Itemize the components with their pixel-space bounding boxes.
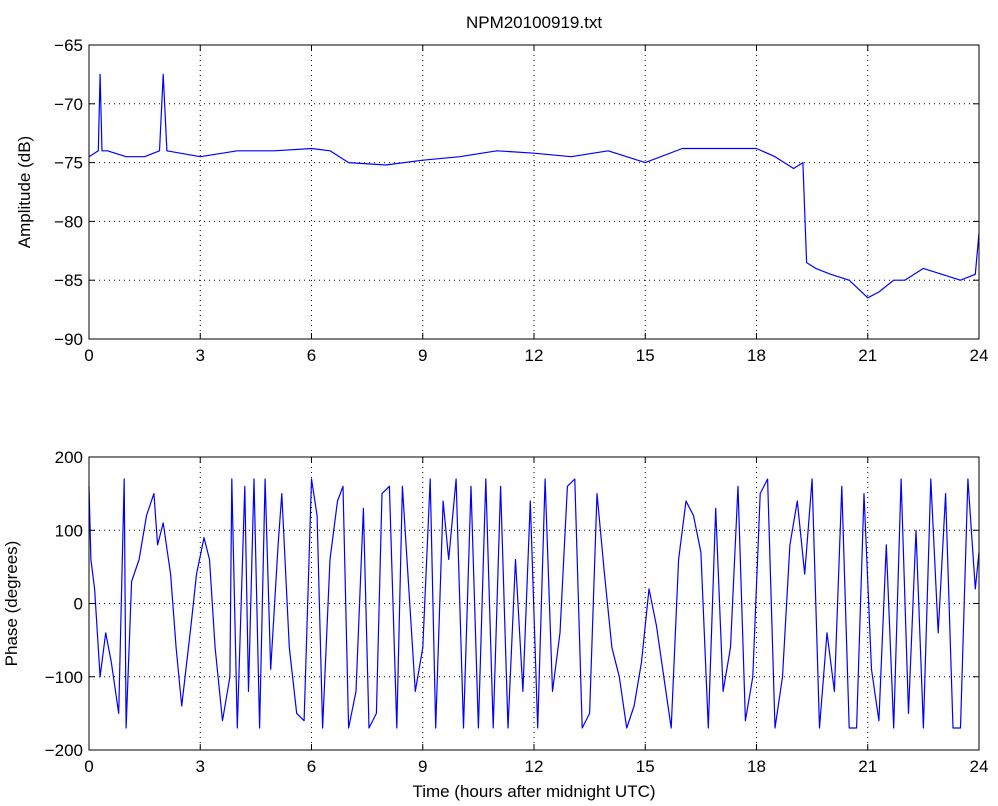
phase-chart: 0 3 6 9 12 15 18 21 24 200 100 0 −100 −200 Time (hours…: [2, 448, 988, 801]
x-tick-label: 0: [84, 757, 93, 776]
x-tick-label: 12: [525, 346, 544, 365]
y-tick-label: −100: [45, 668, 83, 687]
x-tick-label: 6: [307, 757, 316, 776]
x-tick-label: 9: [418, 346, 427, 365]
y-tick-label: −75: [54, 154, 83, 173]
y-tick-label: −90: [54, 330, 83, 349]
x-tick-label: 18: [747, 346, 766, 365]
x-tick-label: 24: [970, 757, 989, 776]
x-tick-label: 3: [196, 346, 205, 365]
plot-area: [89, 45, 979, 339]
x-axis-label: Time (hours after midnight UTC): [412, 782, 655, 801]
y-axis-label: Amplitude (dB): [15, 136, 34, 248]
y-tick-label: 0: [74, 595, 83, 614]
x-tick-label: 15: [636, 757, 655, 776]
series-line: [88, 73, 980, 299]
x-tick-label: 21: [858, 346, 877, 365]
y-tick-label: 200: [55, 448, 83, 467]
x-tick-label: 21: [858, 757, 877, 776]
x-tick-label: 15: [636, 346, 655, 365]
y-tick-label: −200: [45, 741, 83, 760]
amplitude-chart: 0 3 6 9 12 15 18 21 24 −65 −70 −75 −80 −85 −90 NPM20100…: [15, 13, 988, 365]
chart-title: NPM20100919.txt: [466, 13, 602, 32]
x-tick-label: 6: [307, 346, 316, 365]
y-tick-label: −85: [54, 271, 83, 290]
y-tick-label: −70: [54, 95, 83, 114]
y-tick-label: 100: [55, 521, 83, 540]
x-tick-label: 12: [525, 757, 544, 776]
x-tick-label: 3: [196, 757, 205, 776]
x-tick-label: 24: [970, 346, 989, 365]
x-tick-label: 0: [84, 346, 93, 365]
x-tick-label: 18: [747, 757, 766, 776]
y-tick-label: −80: [54, 212, 83, 231]
series-line: [88, 478, 980, 729]
y-axis-label: Phase (degrees): [2, 541, 21, 667]
y-tick-label: −65: [54, 36, 83, 55]
x-tick-label: 9: [418, 757, 427, 776]
